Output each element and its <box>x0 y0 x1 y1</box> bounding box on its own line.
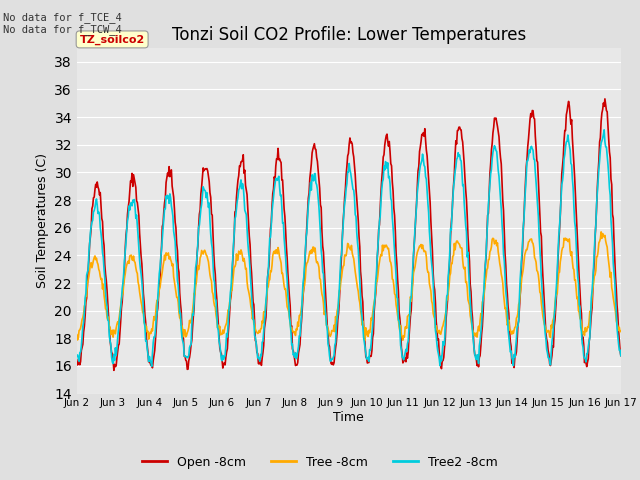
Text: TZ_soilco2: TZ_soilco2 <box>79 34 145 45</box>
Open -8cm <box>416 149 424 155</box>
Tree -8cm <box>83 293 90 299</box>
Line: Tree -8cm: Tree -8cm <box>77 232 621 340</box>
Open -8cm <box>195 225 202 230</box>
Open -8cm <box>140 291 147 297</box>
Legend: Open -8cm, Tree -8cm, Tree2 -8cm: Open -8cm, Tree -8cm, Tree2 -8cm <box>137 451 503 474</box>
Text: No data for f_TCE_4
No data for f_TCW_4: No data for f_TCE_4 No data for f_TCW_4 <box>3 12 122 36</box>
Tree -8cm <box>73 332 81 337</box>
Open -8cm <box>110 368 118 373</box>
Tree2 -8cm <box>148 363 156 369</box>
Tree2 -8cm <box>223 334 231 340</box>
Tree -8cm <box>223 320 230 326</box>
Open -8cm <box>73 357 81 363</box>
X-axis label: Time: Time <box>333 411 364 424</box>
Open -8cm <box>617 353 625 359</box>
Tree2 -8cm <box>600 127 608 132</box>
Open -8cm <box>223 346 231 352</box>
Tree2 -8cm <box>73 353 81 359</box>
Tree -8cm <box>139 310 147 315</box>
Tree2 -8cm <box>431 328 439 334</box>
Line: Open -8cm: Open -8cm <box>77 99 621 371</box>
Open -8cm <box>83 295 90 301</box>
Tree -8cm <box>416 243 424 249</box>
Title: Tonzi Soil CO2 Profile: Lower Temperatures: Tonzi Soil CO2 Profile: Lower Temperatur… <box>172 25 526 44</box>
Y-axis label: Soil Temperatures (C): Soil Temperatures (C) <box>36 153 49 288</box>
Tree2 -8cm <box>83 272 90 278</box>
Open -8cm <box>601 96 609 102</box>
Tree2 -8cm <box>416 168 424 174</box>
Tree -8cm <box>597 229 605 235</box>
Tree -8cm <box>431 325 439 331</box>
Tree -8cm <box>399 337 407 343</box>
Tree2 -8cm <box>617 353 625 359</box>
Tree -8cm <box>617 328 625 334</box>
Open -8cm <box>431 300 439 305</box>
Line: Tree2 -8cm: Tree2 -8cm <box>77 130 621 366</box>
Tree2 -8cm <box>195 225 202 230</box>
Tree -8cm <box>194 263 202 268</box>
Tree2 -8cm <box>139 290 147 296</box>
